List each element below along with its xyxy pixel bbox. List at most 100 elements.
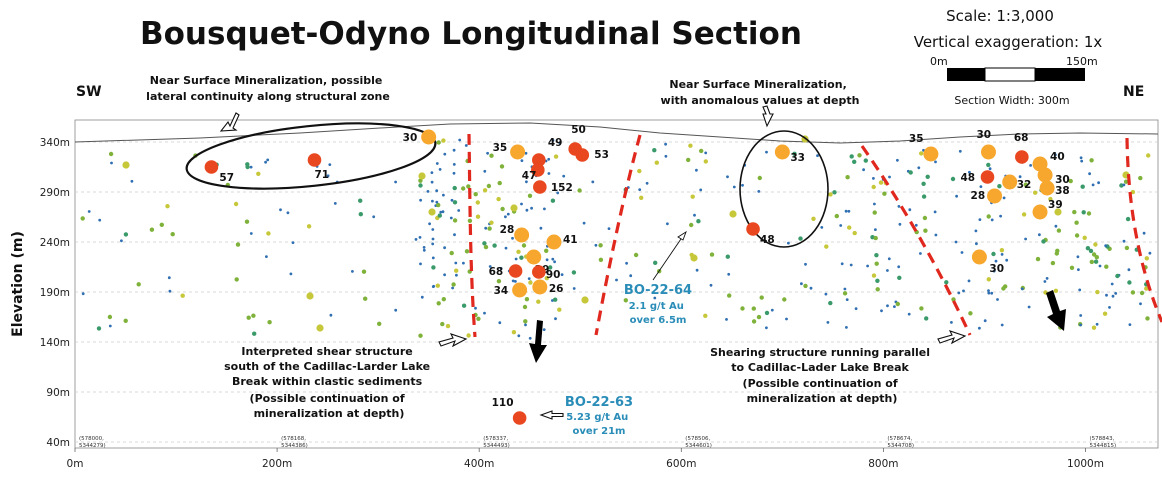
sample-point	[1110, 282, 1114, 286]
callout-arrow-icon	[937, 330, 967, 345]
hole-label-bo-22-64: BO-22-64	[624, 283, 692, 298]
sample-point	[454, 268, 459, 273]
y-tick-label: 190m	[40, 287, 70, 299]
sample-point	[519, 255, 524, 260]
sample-point	[1001, 286, 1006, 291]
sample-grade-label: 57	[219, 172, 234, 184]
sample-point	[422, 248, 426, 252]
coordinate-label: (578843, 5344815)	[1090, 436, 1117, 449]
sample-point	[839, 224, 843, 227]
coordinate-label: (578168, 5344386)	[281, 436, 308, 449]
sample-point	[267, 320, 272, 325]
sample-point	[452, 148, 456, 152]
sample-point	[863, 158, 868, 163]
sample-point	[306, 224, 312, 229]
sample-point	[732, 185, 736, 189]
sample-point	[168, 289, 172, 293]
sample-point	[1093, 259, 1099, 264]
sample-point	[1108, 306, 1111, 309]
sample-point	[556, 191, 560, 195]
sample-point	[551, 257, 555, 261]
sample-point	[551, 139, 555, 142]
sample-point	[1068, 178, 1073, 184]
sample-grade-label: 35	[493, 142, 508, 154]
sample-point	[1041, 239, 1046, 244]
sample-point	[811, 216, 816, 221]
sample-point	[372, 215, 376, 219]
scale-bar-black-segment	[947, 68, 985, 81]
sample-point	[852, 230, 857, 236]
labeled-sample-point	[1002, 174, 1018, 190]
sample-grade-label: 50	[571, 124, 586, 136]
sample-point	[1119, 183, 1124, 188]
sample-point	[886, 304, 889, 308]
x-tick-label: 200m	[262, 458, 292, 470]
sample-point	[558, 141, 562, 145]
chart-title: Bousquet-Odyno Longitudinal Section	[140, 16, 802, 52]
sample-point	[571, 270, 577, 275]
sample-point	[664, 154, 668, 158]
sample-point	[908, 170, 913, 175]
sample-point	[553, 260, 556, 264]
sample-point	[1074, 233, 1080, 238]
sample-point	[1095, 289, 1100, 295]
sample-point	[917, 166, 921, 170]
sample-point	[436, 140, 441, 145]
sample-point	[266, 231, 271, 236]
sample-point	[1145, 316, 1150, 321]
sample-point	[428, 208, 436, 216]
sample-point	[451, 282, 456, 287]
sample-point	[329, 313, 333, 317]
sample-point	[437, 213, 442, 218]
sample-point	[450, 198, 454, 202]
sample-point	[452, 218, 458, 223]
sample-point	[521, 243, 527, 248]
sample-point	[441, 138, 446, 143]
sample-point	[418, 183, 423, 188]
sample-point	[979, 185, 983, 189]
sample-point	[1091, 252, 1097, 257]
sample-point	[922, 215, 928, 221]
sample-point	[522, 304, 528, 310]
sample-point	[740, 306, 745, 311]
sample-point	[419, 198, 422, 202]
labeled-sample-point	[532, 279, 548, 295]
sample-grade-label: 28	[971, 190, 986, 202]
sample-point	[934, 233, 938, 237]
labeled-sample-point	[1037, 167, 1053, 183]
sample-point	[110, 161, 113, 165]
sample-point	[523, 319, 528, 324]
sample-point	[1054, 208, 1062, 216]
sample-point	[844, 209, 848, 213]
sample-point	[108, 151, 114, 157]
sample-point	[727, 272, 731, 276]
y-axis-ticks: 40m 90m 140m 190m 240m 290m 340m	[40, 137, 70, 449]
sample-point	[1144, 286, 1149, 291]
sample-point	[968, 170, 971, 174]
sample-point	[358, 198, 363, 203]
sample-point	[1128, 323, 1132, 326]
sample-point	[1097, 181, 1100, 185]
sample-point	[80, 216, 85, 221]
sample-point	[1035, 256, 1041, 262]
sample-point	[1081, 210, 1086, 215]
labeled-sample-point	[514, 227, 530, 243]
sample-point	[265, 255, 268, 258]
sample-point	[482, 241, 487, 246]
sample-point	[999, 214, 1002, 218]
sample-point	[81, 292, 85, 296]
sample-point	[874, 253, 879, 258]
sample-point	[462, 261, 465, 265]
plot-frame	[74, 119, 1159, 449]
sample-point	[757, 190, 761, 193]
sample-point	[978, 326, 981, 330]
sample-point	[418, 236, 422, 239]
sample-point	[524, 297, 530, 302]
sample-point	[888, 175, 891, 179]
sample-point	[699, 188, 703, 192]
sample-point	[439, 210, 443, 214]
sample-point	[167, 276, 171, 280]
sample-point	[475, 214, 481, 219]
sample-grade-label: 48	[960, 172, 975, 184]
